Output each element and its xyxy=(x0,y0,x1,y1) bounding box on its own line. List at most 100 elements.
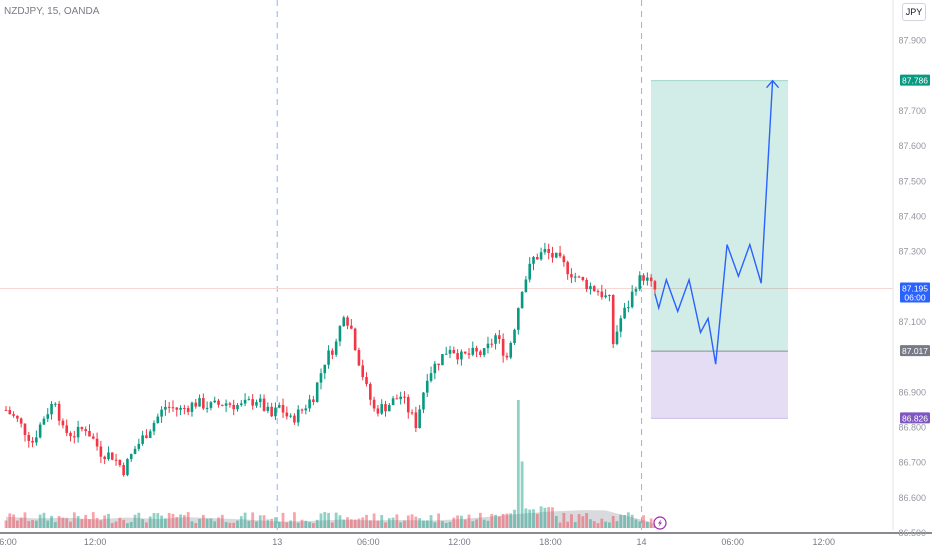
volume-bar xyxy=(285,522,289,528)
volume-bar xyxy=(27,521,31,528)
candle-body xyxy=(255,402,258,406)
volume-bar xyxy=(406,515,410,528)
candle-body xyxy=(479,351,482,355)
volume-bar xyxy=(357,518,361,528)
volume-bar xyxy=(220,514,224,528)
candle-body xyxy=(266,406,270,411)
candle-body xyxy=(319,373,323,383)
volume-bar xyxy=(133,514,137,528)
candle-body xyxy=(406,397,410,413)
price-tick-label: 86.600 xyxy=(898,493,926,503)
candle-body xyxy=(585,280,588,290)
candle-body xyxy=(460,351,463,360)
candle-body xyxy=(148,431,152,438)
price-tick-label: 87.900 xyxy=(898,36,926,46)
volume-bar xyxy=(615,521,619,528)
candle-body xyxy=(300,409,304,411)
time-tick-label: 12:00 xyxy=(448,537,471,547)
price-tick-label: 87.700 xyxy=(898,106,926,116)
volume-bar xyxy=(12,514,15,528)
candle-body xyxy=(441,354,444,366)
candle-body xyxy=(217,400,220,405)
candle-body xyxy=(122,465,125,476)
candle-body xyxy=(54,403,57,405)
candle-body xyxy=(198,398,201,407)
candle-body xyxy=(50,403,53,415)
candle-body xyxy=(372,399,376,409)
candle-body xyxy=(171,407,175,409)
candle-body xyxy=(422,392,425,410)
candle-body xyxy=(69,432,72,437)
candle-body xyxy=(84,429,87,431)
volume-bar xyxy=(315,519,319,528)
forecast-arrowhead xyxy=(766,79,780,89)
candle-body xyxy=(296,409,300,423)
candle-body xyxy=(444,353,448,355)
candle-body xyxy=(342,317,346,327)
volume-bar xyxy=(137,512,141,528)
candle-body xyxy=(65,425,69,433)
volume-bar xyxy=(581,516,585,528)
volume-bar xyxy=(201,514,205,528)
candle-body xyxy=(38,424,42,438)
target-zone[interactable] xyxy=(650,80,788,352)
candle-body xyxy=(137,443,141,449)
volume-bar xyxy=(365,514,368,528)
candle-body xyxy=(327,350,330,365)
candle-body xyxy=(126,459,129,476)
volume-bar xyxy=(80,519,84,528)
volume-bar xyxy=(217,517,220,528)
volume-bar xyxy=(262,515,266,528)
candle-body xyxy=(627,307,630,309)
candle-body xyxy=(243,399,247,404)
volume-bar xyxy=(528,509,532,528)
volume-bar xyxy=(589,519,592,528)
volume-bar xyxy=(444,522,448,528)
currency-button[interactable]: JPY xyxy=(902,3,926,21)
candle-body xyxy=(589,286,592,290)
volume-bar xyxy=(53,522,57,528)
candle-body xyxy=(592,286,596,292)
stop-zone[interactable] xyxy=(650,351,788,419)
volume-bar xyxy=(38,514,42,528)
volume-bar xyxy=(232,522,236,528)
candle-body xyxy=(152,422,156,432)
volume-bar xyxy=(558,522,562,528)
candle-body xyxy=(634,289,638,292)
volume-bar xyxy=(649,518,653,528)
volume-bar xyxy=(535,513,539,528)
volume-bar xyxy=(122,519,126,528)
candle-body xyxy=(323,364,327,374)
forecast-line[interactable] xyxy=(654,80,774,365)
volume-bar xyxy=(551,507,554,528)
volume-bar xyxy=(611,516,615,528)
price-tick-label: 87.100 xyxy=(898,317,926,327)
volume-bar xyxy=(205,518,209,528)
candle-body xyxy=(91,436,95,439)
volume-bar xyxy=(42,512,46,528)
candle-body xyxy=(338,326,342,342)
candle-body xyxy=(581,276,585,281)
candle-body xyxy=(258,398,262,403)
volume-bar xyxy=(228,522,232,528)
candle-body xyxy=(107,452,110,460)
volume-bar xyxy=(494,514,497,528)
volume-bar xyxy=(562,512,566,528)
candle-body xyxy=(570,274,573,278)
volume-bar xyxy=(194,522,198,528)
candle-body xyxy=(285,412,289,417)
candle-body xyxy=(361,365,365,378)
volume-bar xyxy=(148,516,152,528)
volume-bar xyxy=(251,512,255,528)
candle-body xyxy=(304,408,308,411)
candle-body xyxy=(475,347,478,352)
volume-bar xyxy=(342,519,346,528)
volume-bar xyxy=(577,514,581,528)
volume-bar xyxy=(224,522,228,528)
volume-bar xyxy=(509,513,513,528)
volume-bar xyxy=(619,514,623,528)
volume-bar xyxy=(460,515,463,528)
candle-body xyxy=(99,446,103,457)
